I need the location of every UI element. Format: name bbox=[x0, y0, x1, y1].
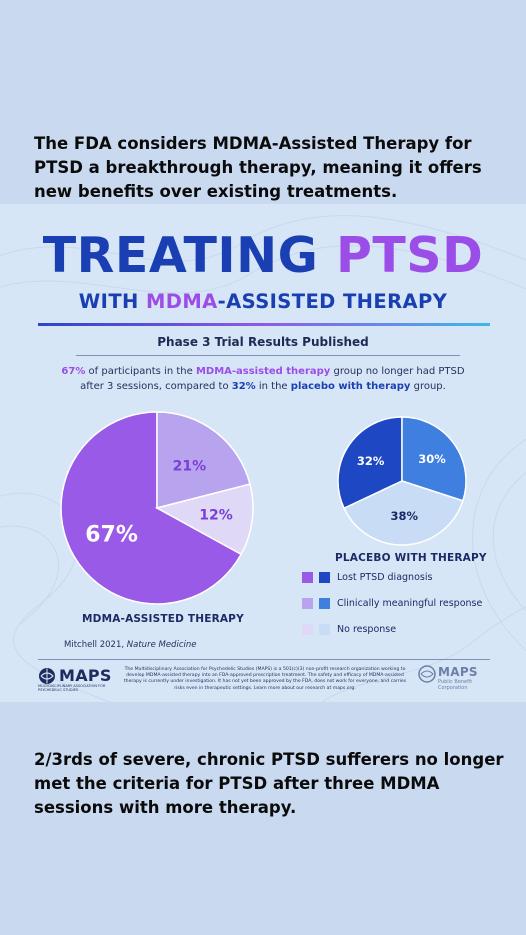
pie-slice-no-response bbox=[154, 483, 254, 556]
legend-label: Lost PTSD diagnosis bbox=[337, 572, 433, 583]
legend-swatch-placebo bbox=[319, 598, 330, 609]
citation-journal: Nature Medicine bbox=[126, 640, 197, 650]
maps-logo: MAPS bbox=[38, 666, 112, 685]
mdma-pie-chart: 67% 21% 12% bbox=[60, 411, 254, 605]
pie-slice-lost-ptsd-diagnosis bbox=[60, 411, 243, 605]
contour-background bbox=[0, 215, 526, 702]
summary-part: of participants in the bbox=[85, 366, 196, 377]
summary-mdma-group: MDMA-assisted therapy bbox=[195, 366, 331, 377]
pie-slice-no-response bbox=[343, 480, 464, 546]
pbc-line2: Corporation bbox=[438, 685, 468, 691]
pbc-line1: Public Benefit bbox=[438, 679, 473, 685]
summary-part: group no longer had PTSD after 3 session… bbox=[80, 366, 465, 392]
pie-value-label: 38% bbox=[390, 509, 418, 523]
subtitle-mdma: MDMA bbox=[145, 290, 218, 313]
legend-swatch-mdma bbox=[302, 572, 313, 583]
pie-value-label: 21% bbox=[173, 458, 207, 474]
summary-placebo-group: placebo with therapy bbox=[290, 381, 411, 392]
footer-divider bbox=[38, 659, 490, 660]
maps-pbc-tagline: Public Benefit Corporation bbox=[438, 679, 498, 691]
legend-swatch-placebo bbox=[319, 624, 330, 635]
top-caption: The FDA considers MDMA-Assisted Therapy … bbox=[34, 134, 482, 201]
citation-author: Mitchell 2021, bbox=[64, 640, 127, 650]
legend-swatch-mdma bbox=[302, 598, 313, 609]
pie-slice-clinically-meaningful-response bbox=[156, 411, 251, 509]
title-word-treating: TREATING bbox=[42, 227, 336, 284]
pie-slice-lost-ptsd-diagnosis bbox=[337, 416, 403, 510]
infographic-card: TREATING PTSD WITH MDMA-ASSISTED THERAPY… bbox=[0, 204, 526, 702]
placebo-pie-chart: 32% 30% 38% bbox=[337, 416, 467, 546]
pie-value-label: 12% bbox=[199, 507, 233, 523]
pie-value-label: 67% bbox=[85, 522, 138, 547]
maps-pbc-globe-icon bbox=[418, 665, 436, 683]
main-title: TREATING PTSD bbox=[0, 226, 526, 286]
disclaimer-text: The Multidisciplinary Association for Ps… bbox=[123, 667, 407, 691]
summary-67: 67% bbox=[61, 366, 86, 377]
mdma-pie-title: MDMA-ASSISTED THERAPY bbox=[82, 613, 244, 625]
maps-tagline: MULTIDISCIPLINARY ASSOCIATION FOR PSYCHE… bbox=[38, 684, 106, 692]
maps-pbc-wordmark: MAPS bbox=[438, 665, 478, 679]
main-subtitle: WITH MDMA-ASSISTED THERAPY bbox=[0, 290, 526, 313]
legend-swatch-placebo bbox=[319, 572, 330, 583]
summary-32: 32% bbox=[231, 381, 256, 392]
placebo-pie-title: PLACEBO WITH THERAPY bbox=[335, 552, 487, 564]
title-word-ptsd: PTSD bbox=[335, 227, 484, 284]
legend-label: No response bbox=[337, 624, 397, 635]
phase-heading: Phase 3 Trial Results Published bbox=[157, 335, 369, 349]
maps-globe-icon bbox=[39, 667, 55, 684]
pie-value-label: 32% bbox=[357, 454, 385, 468]
divider-line bbox=[76, 355, 460, 356]
summary-text: 67% of participants in the MDMA-assisted… bbox=[60, 364, 466, 394]
subtitle-with: WITH bbox=[78, 290, 146, 313]
summary-part: in the bbox=[255, 381, 291, 392]
legend-label: Clinically meaningful response bbox=[337, 598, 483, 609]
subtitle-assisted-therapy: -ASSISTED THERAPY bbox=[217, 290, 448, 313]
summary-part: group. bbox=[410, 381, 446, 392]
bottom-caption: 2/3rds of severe, chronic PTSD sufferers… bbox=[34, 750, 504, 817]
legend-swatch-mdma bbox=[302, 624, 313, 635]
maps-pbc-logo: MAPS Public Benefit Corporation bbox=[418, 665, 478, 691]
pie-value-label: 30% bbox=[418, 452, 446, 466]
citation: Mitchell 2021, Nature Medicine bbox=[64, 640, 196, 650]
pie-slice-clinically-meaningful-response bbox=[401, 416, 467, 502]
maps-wordmark: MAPS bbox=[59, 666, 112, 685]
gradient-divider bbox=[38, 323, 490, 326]
